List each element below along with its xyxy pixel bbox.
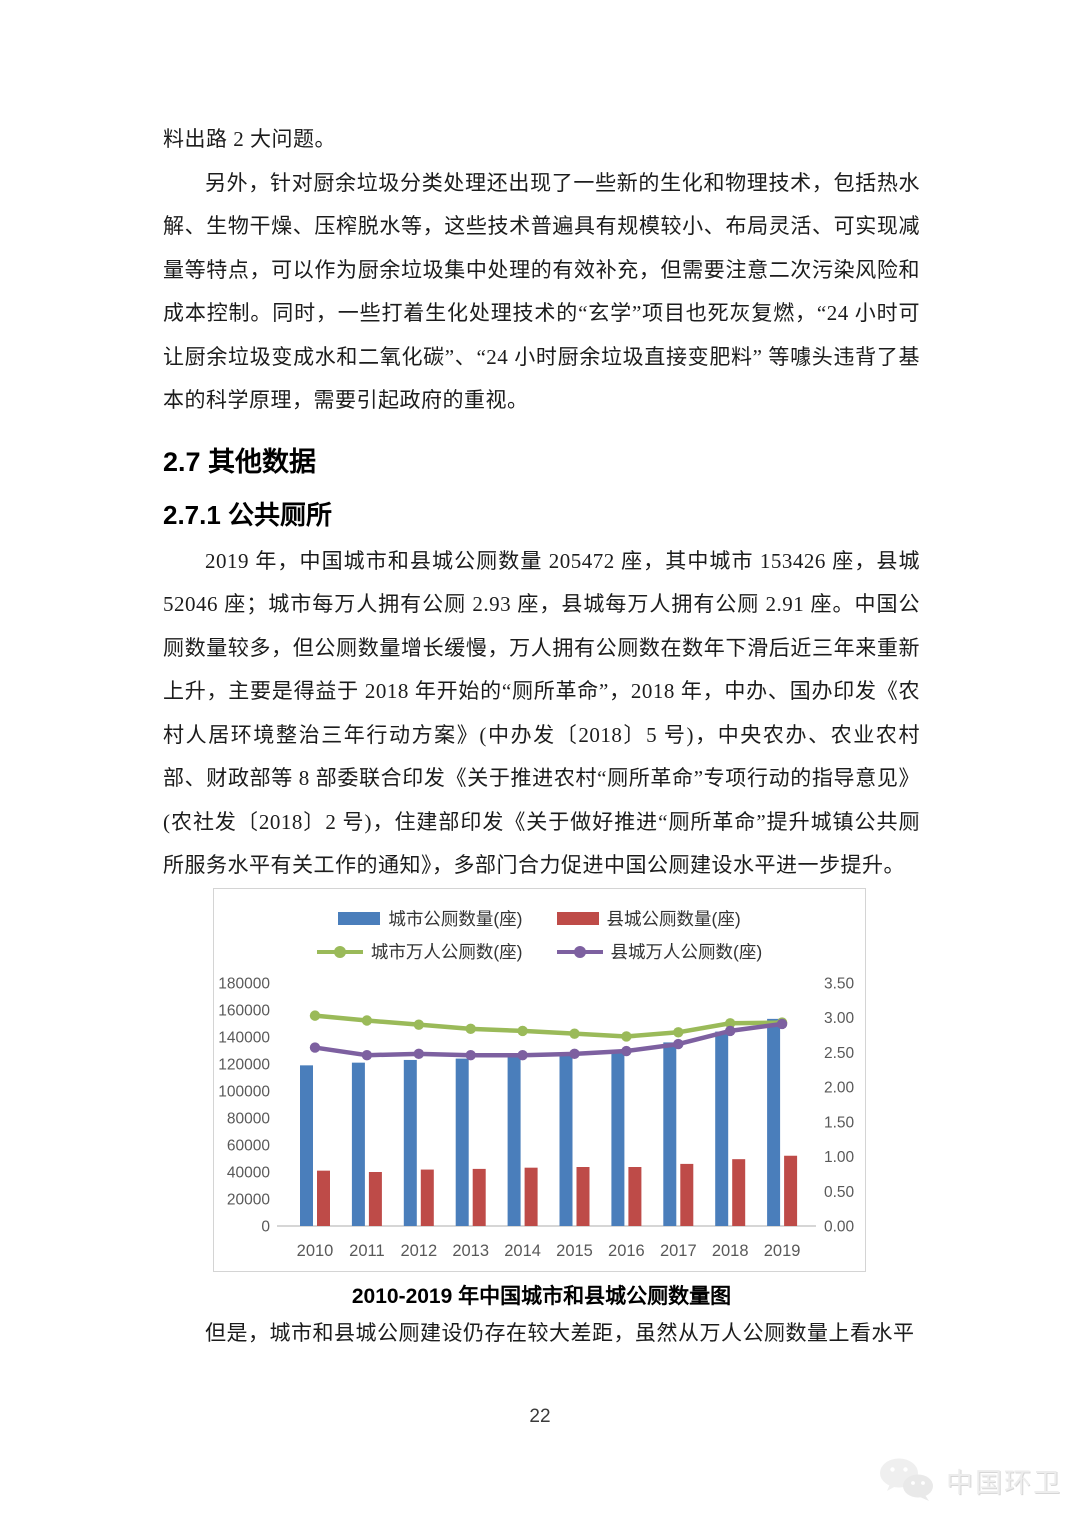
legend-item-county-per-10k: 县城万人公厕数(座) [556, 939, 763, 964]
paragraph-toilet-stats: 2019 年，中国城市和县城公厕数量 205472 座，其中城市 153426 … [163, 548, 920, 878]
svg-text:2.50: 2.50 [824, 1044, 855, 1061]
svg-text:2010: 2010 [297, 1242, 334, 1260]
legend-line-swatch-green-icon [316, 945, 363, 958]
svg-text:140000: 140000 [218, 1029, 270, 1046]
svg-text:2011: 2011 [349, 1242, 384, 1260]
svg-text:0.50: 0.50 [824, 1183, 855, 1200]
chart-plot-area: 180000 160000 140000 120000 100000 80000 60000… [218, 975, 855, 1260]
section-heading-2-7: 2.7 其他数据 [163, 446, 317, 477]
svg-text:100000: 100000 [218, 1083, 270, 1100]
chart-legend: 城市公厕数量(座) 县城公厕数量(座) 城市万人公厕数(座) 县城万人公厕数(座… [214, 889, 865, 968]
svg-text:180000: 180000 [218, 975, 270, 992]
svg-text:2013: 2013 [452, 1242, 489, 1260]
toilet-count-chart: 城市公厕数量(座) 县城公厕数量(座) 城市万人公厕数(座) 县城万人公厕数(座… [213, 887, 866, 1272]
legend-row-1: 城市公厕数量(座) 县城公厕数量(座) [214, 902, 865, 935]
svg-text:2.00: 2.00 [824, 1079, 855, 1096]
svg-text:2015: 2015 [556, 1242, 593, 1260]
svg-text:20000: 20000 [227, 1191, 270, 1208]
svg-text:40000: 40000 [227, 1164, 270, 1181]
svg-text:120000: 120000 [218, 1056, 270, 1073]
wechat-icon [880, 1458, 933, 1501]
watermark: 中国环卫 [878, 1457, 1062, 1503]
legend-item-city-toilet-count: 城市公厕数量(座) [338, 906, 523, 931]
svg-text:0.00: 0.00 [824, 1218, 855, 1235]
paragraph-kitchen-waste-tech: 另外，针对厨余垃圾分类处理还出现了一些新的生化和物理技术，包括热水解、生物干燥、… [163, 170, 920, 413]
legend-label-county-count: 县城公厕数量(座) [606, 908, 741, 929]
svg-text:160000: 160000 [218, 1002, 270, 1019]
svg-text:80000: 80000 [227, 1110, 270, 1127]
svg-text:3.00: 3.00 [824, 1010, 855, 1027]
svg-text:2016: 2016 [608, 1242, 645, 1260]
paragraph-continued: 料出路 2 大问题。 [163, 127, 336, 151]
svg-text:1.00: 1.00 [824, 1149, 855, 1166]
chart-caption: 2010-2019 年中国城市和县城公厕数量图 [351, 1284, 732, 1308]
svg-text:2019: 2019 [764, 1242, 801, 1260]
page-number: 22 [529, 1406, 551, 1427]
paragraph-gap-remains: 但是，城市和县城公厕建设仍存在较大差距，虽然从万人公厕数量上看水平 [205, 1320, 915, 1345]
page-content: 料出路 2 大问题。 另外，针对厨余垃圾分类处理还出现了一些新的生化和物理技术，… [163, 127, 920, 1345]
svg-text:2017: 2017 [660, 1242, 697, 1260]
legend-item-county-toilet-count: 县城公厕数量(座) [556, 906, 741, 931]
legend-label-city-per-10k: 城市万人公厕数(座) [370, 941, 523, 962]
legend-row-2: 城市万人公厕数(座) 县城万人公厕数(座) [214, 935, 865, 968]
legend-label-city-count: 城市公厕数量(座) [388, 908, 523, 929]
legend-bar-swatch-red-icon [556, 911, 599, 925]
svg-text:2018: 2018 [712, 1242, 749, 1260]
svg-text:0: 0 [261, 1218, 270, 1235]
legend-label-county-per-10k: 县城万人公厕数(座) [610, 941, 763, 962]
subsection-heading-2-7-1: 2.7.1 公共厕所 [163, 499, 333, 530]
svg-text:1.50: 1.50 [824, 1114, 855, 1131]
legend-item-city-per-10k: 城市万人公厕数(座) [316, 939, 523, 964]
svg-text:3.50: 3.50 [824, 975, 855, 992]
svg-text:2014: 2014 [504, 1242, 541, 1260]
svg-text:60000: 60000 [227, 1137, 270, 1154]
legend-bar-swatch-blue-icon [338, 911, 381, 925]
legend-line-swatch-purple-icon [556, 945, 603, 958]
watermark-label: 中国环卫 [946, 1467, 1062, 1498]
svg-text:2012: 2012 [400, 1242, 437, 1260]
